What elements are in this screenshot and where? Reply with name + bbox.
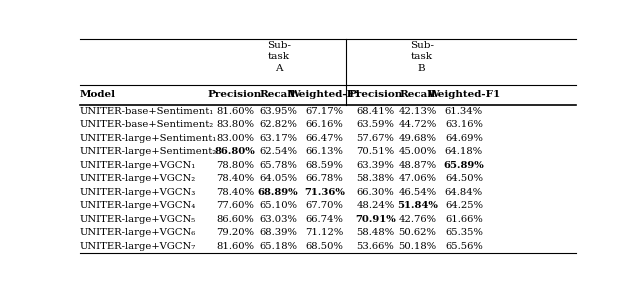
- Text: 48.24%: 48.24%: [356, 201, 394, 210]
- Text: 66.13%: 66.13%: [305, 147, 344, 156]
- Text: 79.20%: 79.20%: [216, 228, 254, 237]
- Text: Sub-
task
B: Sub- task B: [410, 41, 434, 73]
- Text: 68.89%: 68.89%: [257, 188, 298, 197]
- Text: 63.39%: 63.39%: [356, 161, 394, 170]
- Text: Recall: Recall: [399, 90, 436, 99]
- Text: 61.34%: 61.34%: [445, 107, 483, 116]
- Text: 50.62%: 50.62%: [399, 228, 436, 237]
- Text: UNITER-large+VGCN₅: UNITER-large+VGCN₅: [80, 215, 196, 224]
- Text: 45.00%: 45.00%: [399, 147, 436, 156]
- Text: 83.80%: 83.80%: [216, 121, 254, 129]
- Text: 86.60%: 86.60%: [216, 215, 254, 224]
- Text: 42.13%: 42.13%: [399, 107, 436, 116]
- Text: 68.50%: 68.50%: [305, 242, 344, 251]
- Text: 53.66%: 53.66%: [356, 242, 394, 251]
- Text: 64.05%: 64.05%: [259, 174, 297, 183]
- Text: UNITER-large+Sentiment₂: UNITER-large+Sentiment₂: [80, 147, 217, 156]
- Text: UNITER-large+VGCN₂: UNITER-large+VGCN₂: [80, 174, 196, 183]
- Text: 66.74%: 66.74%: [305, 215, 344, 224]
- Text: 57.67%: 57.67%: [356, 134, 394, 143]
- Text: 68.39%: 68.39%: [259, 228, 297, 237]
- Text: 81.60%: 81.60%: [216, 107, 254, 116]
- Text: 58.48%: 58.48%: [356, 228, 394, 237]
- Text: 70.91%: 70.91%: [355, 215, 396, 224]
- Text: 65.10%: 65.10%: [259, 201, 297, 210]
- Text: 64.50%: 64.50%: [445, 174, 483, 183]
- Text: 63.03%: 63.03%: [259, 215, 297, 224]
- Text: 67.17%: 67.17%: [305, 107, 344, 116]
- Text: 63.95%: 63.95%: [259, 107, 297, 116]
- Text: Model: Model: [80, 90, 116, 99]
- Text: Weighted-F1: Weighted-F1: [288, 90, 361, 99]
- Text: 68.59%: 68.59%: [305, 161, 344, 170]
- Text: 66.47%: 66.47%: [305, 134, 344, 143]
- Text: UNITER-large+VGCN₄: UNITER-large+VGCN₄: [80, 201, 196, 210]
- Text: 44.72%: 44.72%: [399, 121, 436, 129]
- Text: 64.69%: 64.69%: [445, 134, 483, 143]
- Text: UNITER-large+VGCN₆: UNITER-large+VGCN₆: [80, 228, 196, 237]
- Text: 66.16%: 66.16%: [306, 121, 344, 129]
- Text: 63.59%: 63.59%: [356, 121, 394, 129]
- Text: 62.82%: 62.82%: [259, 121, 297, 129]
- Text: 48.87%: 48.87%: [399, 161, 436, 170]
- Text: 71.12%: 71.12%: [305, 228, 344, 237]
- Text: UNITER-large+Sentiment₁: UNITER-large+Sentiment₁: [80, 134, 217, 143]
- Text: 62.54%: 62.54%: [259, 147, 297, 156]
- Text: 70.51%: 70.51%: [356, 147, 394, 156]
- Text: Precision: Precision: [208, 90, 262, 99]
- Text: 68.41%: 68.41%: [356, 107, 394, 116]
- Text: Precision: Precision: [348, 90, 403, 99]
- Text: 78.40%: 78.40%: [216, 174, 254, 183]
- Text: 81.60%: 81.60%: [216, 242, 254, 251]
- Text: 78.80%: 78.80%: [216, 161, 254, 170]
- Text: 77.60%: 77.60%: [216, 201, 254, 210]
- Text: 47.06%: 47.06%: [399, 174, 436, 183]
- Text: UNITER-base+Sentiment₁: UNITER-base+Sentiment₁: [80, 107, 214, 116]
- Text: 65.89%: 65.89%: [444, 161, 484, 170]
- Text: 64.25%: 64.25%: [445, 201, 483, 210]
- Text: 65.56%: 65.56%: [445, 242, 483, 251]
- Text: Sub-
task
A: Sub- task A: [267, 41, 291, 73]
- Text: 64.18%: 64.18%: [445, 147, 483, 156]
- Text: 71.36%: 71.36%: [304, 188, 345, 197]
- Text: 42.76%: 42.76%: [399, 215, 436, 224]
- Text: 50.18%: 50.18%: [399, 242, 436, 251]
- Text: 65.78%: 65.78%: [259, 161, 297, 170]
- Text: 64.84%: 64.84%: [445, 188, 483, 197]
- Text: 66.78%: 66.78%: [306, 174, 344, 183]
- Text: Recall: Recall: [260, 90, 296, 99]
- Text: 83.00%: 83.00%: [216, 134, 254, 143]
- Text: 63.17%: 63.17%: [259, 134, 297, 143]
- Text: 78.40%: 78.40%: [216, 188, 254, 197]
- Text: UNITER-base+Sentiment₂: UNITER-base+Sentiment₂: [80, 121, 214, 129]
- Text: 61.66%: 61.66%: [445, 215, 483, 224]
- Text: 63.16%: 63.16%: [445, 121, 483, 129]
- Text: 51.84%: 51.84%: [397, 201, 438, 210]
- Text: UNITER-large+VGCN₁: UNITER-large+VGCN₁: [80, 161, 196, 170]
- Text: UNITER-large+VGCN₃: UNITER-large+VGCN₃: [80, 188, 196, 197]
- Text: 67.70%: 67.70%: [305, 201, 344, 210]
- Text: 58.38%: 58.38%: [356, 174, 394, 183]
- Text: UNITER-large+VGCN₇: UNITER-large+VGCN₇: [80, 242, 196, 251]
- Text: 86.80%: 86.80%: [214, 147, 255, 156]
- Text: Weighted-F1: Weighted-F1: [428, 90, 500, 99]
- Text: 46.54%: 46.54%: [399, 188, 436, 197]
- Text: 65.35%: 65.35%: [445, 228, 483, 237]
- Text: 66.30%: 66.30%: [356, 188, 394, 197]
- Text: 65.18%: 65.18%: [259, 242, 297, 251]
- Text: 49.68%: 49.68%: [399, 134, 436, 143]
